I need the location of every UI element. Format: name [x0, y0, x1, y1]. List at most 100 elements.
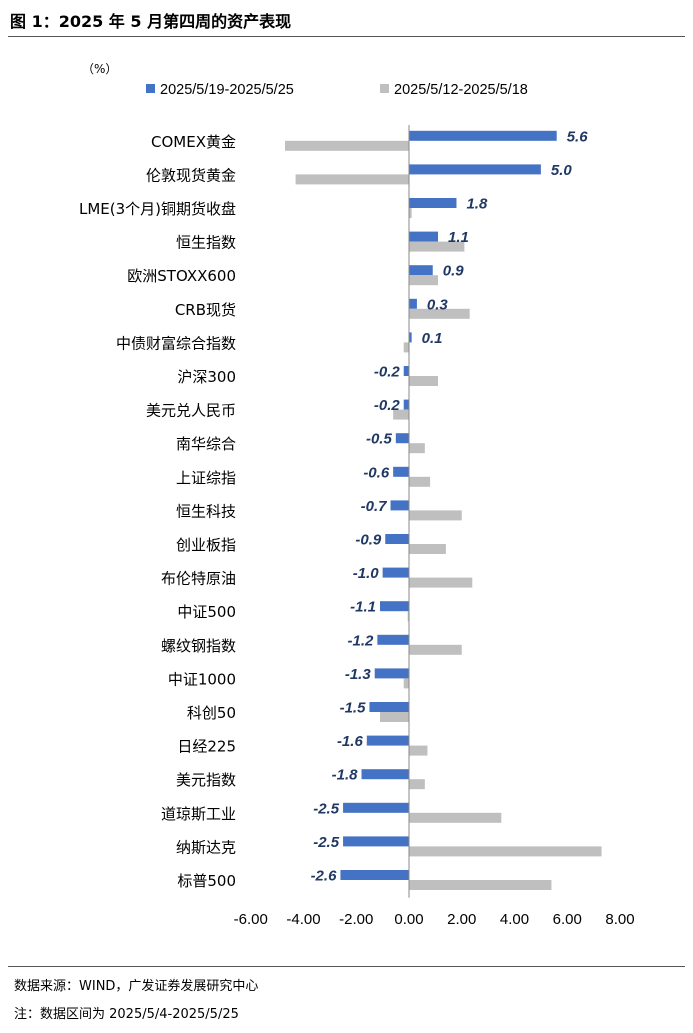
data-label: -1.2	[347, 632, 374, 649]
category-label: 道琼斯工业	[161, 805, 236, 823]
category-label: 科创50	[187, 704, 236, 722]
bar-series-1	[409, 164, 541, 175]
data-label: 5.6	[567, 128, 589, 145]
data-label: -1.1	[350, 599, 376, 616]
data-label: -2.5	[313, 800, 340, 817]
data-source: 数据来源：WIND，广发证券发展研究中心	[14, 979, 259, 994]
bar-series-2	[393, 409, 409, 420]
bar-series-2	[409, 443, 425, 454]
bar-series-2	[409, 745, 428, 756]
bar-series-1	[369, 702, 409, 712]
bar-series-1	[395, 433, 409, 444]
bar-series-2	[409, 476, 431, 487]
bar-series-2	[407, 611, 410, 622]
bar-series-1	[343, 802, 409, 813]
chart-title: 图 1：2025 年 5 月第四周的资产表现	[10, 12, 292, 31]
unit-label: （%）	[82, 62, 117, 76]
data-label: 1.1	[448, 229, 469, 246]
data-label: -0.2	[374, 364, 401, 381]
top-divider	[8, 36, 685, 37]
legend-label-series-2: 2025/5/12-2025/5/18	[394, 82, 528, 98]
category-label: 布伦特原油	[161, 570, 236, 588]
x-tick-label: 0.00	[394, 911, 423, 928]
bar-series-2	[409, 241, 465, 252]
bar-series-1	[409, 298, 417, 309]
category-label: 伦敦现货黄金	[146, 166, 236, 184]
bar-series-2	[409, 308, 470, 319]
category-label: 欧洲STOXX600	[127, 267, 236, 285]
data-label: -1.6	[337, 733, 364, 750]
bar-series-2	[285, 140, 409, 151]
bar-series-1	[374, 668, 409, 679]
category-label: 螺纹钢指数	[161, 637, 236, 655]
bar-series-2	[403, 342, 409, 353]
category-label: 沪深300	[177, 368, 236, 386]
bar-series-1	[409, 265, 433, 276]
category-label: 恒生指数	[176, 234, 236, 252]
data-label: 0.9	[443, 263, 465, 280]
x-tick-label: 8.00	[605, 911, 634, 928]
bar-series-2	[409, 510, 462, 521]
data-label: -1.8	[332, 767, 359, 784]
data-label: 1.8	[466, 196, 488, 213]
category-label: 上证综指	[176, 469, 236, 487]
bar-series-1	[409, 130, 557, 141]
bar-series-2	[403, 678, 409, 689]
bar-chart: （%） 2025/5/19-2025/5/25 2025/5/12-2025/5/1…	[79, 62, 635, 928]
bar-series-1	[385, 534, 409, 544]
bar-series-2	[409, 275, 439, 286]
category-label: 纳斯达克	[176, 838, 236, 856]
bar-series-2	[409, 812, 502, 823]
x-tick-label: 4.00	[500, 911, 529, 928]
x-tick-label: -4.00	[286, 911, 320, 928]
category-label: 日经225	[177, 738, 236, 756]
bar-series-2	[295, 174, 409, 185]
bar-series-2	[409, 846, 602, 857]
data-note: 注：数据区间为 2025/5/4-2025/5/25	[14, 1007, 239, 1022]
category-label: 南华综合	[176, 435, 236, 453]
data-label: 0.1	[422, 330, 443, 347]
bar-series-2	[409, 208, 412, 218]
bar-series-2	[409, 779, 425, 790]
data-label: 5.0	[551, 162, 573, 179]
bar-series-1	[366, 735, 409, 746]
data-label: -0.7	[361, 498, 388, 515]
category-label: COMEX黄金	[151, 133, 236, 151]
legend-swatch-series-1	[146, 84, 155, 93]
category-label: 中证500	[177, 603, 236, 621]
category-label: CRB现货	[175, 301, 236, 319]
bar-series-1	[393, 466, 409, 477]
bar-series-1	[361, 769, 409, 780]
bar-series-2	[379, 712, 409, 722]
data-label: 0.3	[427, 296, 449, 313]
x-tick-label: 2.00	[447, 911, 476, 928]
bar-series-2	[409, 376, 439, 386]
data-label: -2.5	[313, 834, 340, 851]
category-label: 标普500	[177, 872, 236, 890]
bar-series-2	[409, 644, 462, 655]
bar-series-1	[379, 601, 409, 612]
category-label: 恒生科技	[176, 502, 236, 520]
data-label: -0.9	[355, 532, 382, 549]
x-tick-label: -6.00	[234, 911, 268, 928]
bar-series-1	[409, 198, 457, 208]
data-label: -2.6	[311, 868, 338, 885]
category-label: 美元指数	[176, 771, 236, 789]
bar-series-1	[377, 634, 409, 645]
legend-label-series-1: 2025/5/19-2025/5/25	[160, 82, 294, 98]
bar-series-1	[382, 567, 409, 578]
x-tick-label: -2.00	[339, 911, 373, 928]
category-label: LME(3个月)铜期货收盘	[79, 200, 236, 218]
data-label: -1.0	[353, 565, 380, 582]
bar-series-2	[409, 880, 552, 890]
category-label: 中债财富综合指数	[116, 334, 236, 352]
bar-series-1	[340, 870, 409, 880]
bar-series-2	[409, 577, 473, 588]
x-tick-label: 6.00	[553, 911, 582, 928]
bar-series-1	[409, 332, 412, 343]
bar-series-1	[403, 399, 409, 410]
data-label: -0.5	[366, 431, 393, 448]
category-label: 中证1000	[168, 670, 236, 688]
bottom-divider	[8, 966, 685, 967]
category-label: 美元兑人民币	[146, 402, 236, 420]
